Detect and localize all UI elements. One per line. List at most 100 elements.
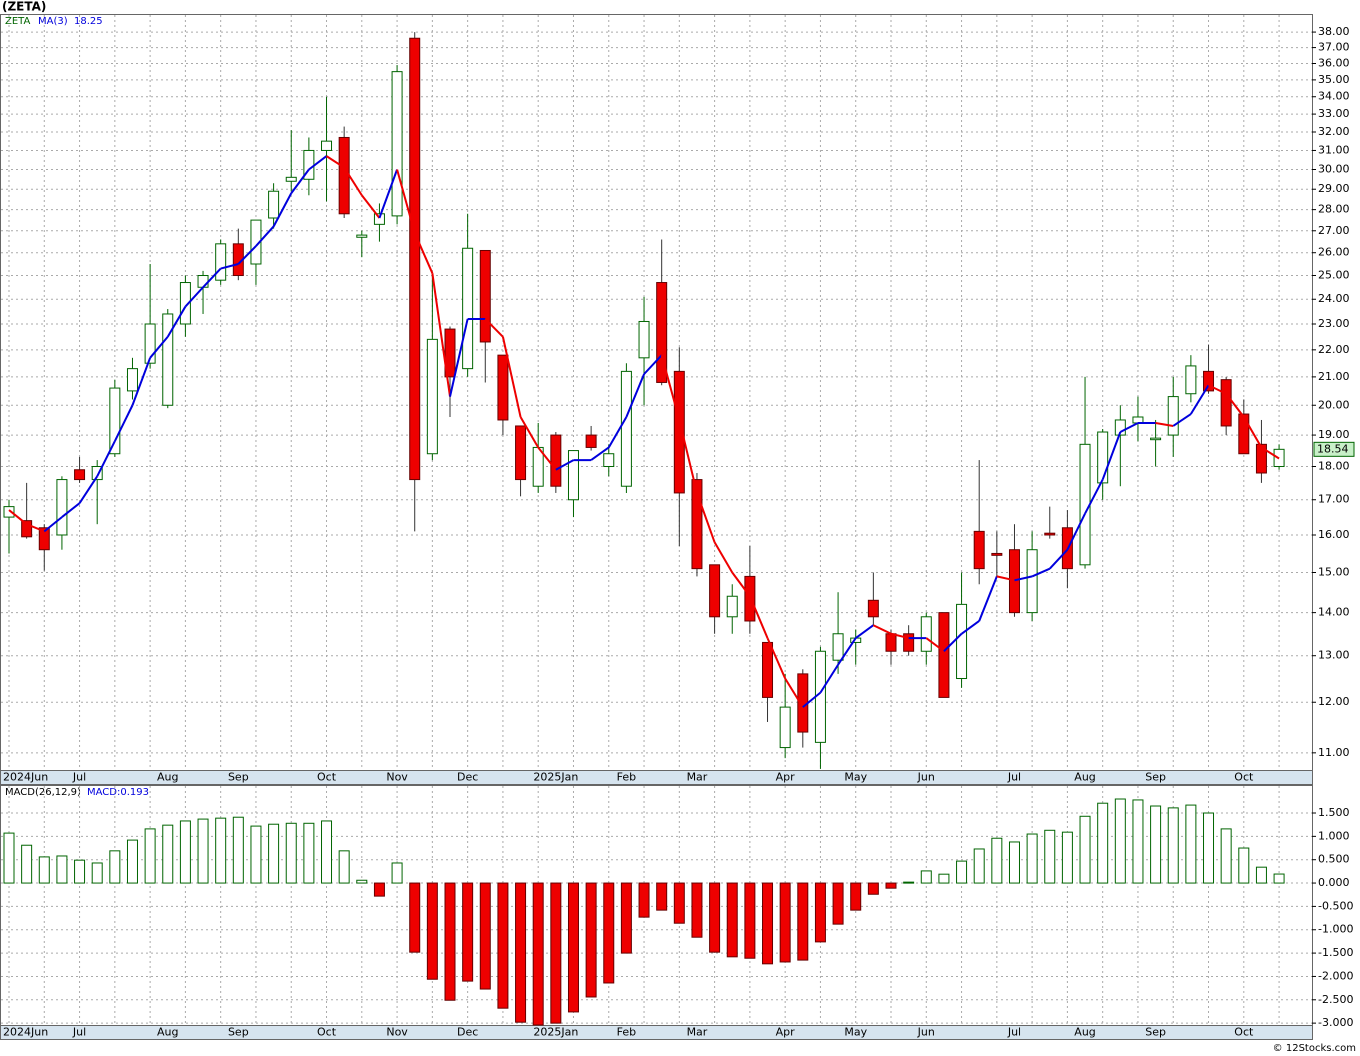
ma-segment [537,446,557,471]
ma-segment [1014,575,1033,582]
candle-body [938,612,950,698]
ma-segment [96,440,116,477]
candle-body [268,190,280,219]
x-tick-label: Jul [72,1026,86,1039]
macd-bar [1132,799,1144,884]
x-tick-label: Jul [1007,1026,1021,1039]
macd-bar [38,856,50,884]
x-tick-label: 2025Jan [533,1026,578,1039]
ma-segment [343,167,363,196]
ma-segment [378,169,399,219]
y-tick-label: 13.00 [1318,649,1350,662]
candle-body [373,213,385,225]
ma-segment [1155,421,1174,427]
ma-segment [855,624,874,639]
ma-segment [1208,384,1227,395]
ma-segment [8,509,28,525]
macd-bar [321,820,333,884]
macd-bar [74,859,86,884]
candle-body [162,313,174,406]
legend-ma-value: 18.25 [74,16,103,27]
y-tick-label: 15.00 [1318,566,1350,579]
macd-bar [1220,828,1232,884]
candle-body [197,275,209,288]
candle-body [691,479,703,570]
candle-body [920,616,932,652]
ma-segment [643,354,663,375]
ma-segment [202,267,222,288]
macd-bar [91,862,103,884]
candle-body [709,564,721,618]
candle-body [567,450,579,501]
macd-bar [620,882,632,954]
y-tick-label: -2.500 [1318,993,1353,1006]
macd-bar [409,882,421,953]
x-tick-label: Nov [386,771,408,784]
candle-body [1167,396,1179,436]
macd-bar [550,882,562,1024]
y-tick-label: 33.00 [1318,107,1350,120]
macd-bar [197,818,209,884]
ma-segment [26,523,45,533]
y-tick-label: -2.000 [1318,969,1353,982]
macd-bar [444,882,456,1001]
candle-body [426,338,438,455]
candle-body [832,633,844,661]
candle-body [1185,365,1197,395]
candle-body [1220,379,1232,427]
ma-segment [449,318,469,397]
macd-bar [567,882,579,1013]
x-tick-label: 2024Jun [3,771,48,784]
candle-body [603,453,615,468]
macd-bar [391,862,403,884]
x-tick-label: Feb [617,771,636,784]
macd-bar [1044,829,1056,884]
x-tick-label: Oct [317,1026,337,1039]
ma-segment [1225,393,1245,418]
x-tick-label: Feb [617,1026,636,1039]
ma-segment [890,632,909,640]
macd-bar [356,879,368,884]
ma-segment [1049,549,1069,570]
y-tick-label: 29.00 [1318,182,1350,195]
candle-body [814,650,826,743]
ma-segment [625,373,645,418]
macd-bar [462,882,474,982]
macd-bar [479,882,491,990]
ma-segment [1031,567,1051,578]
legend-ma: MA(3) [38,16,68,27]
ma-segment [308,155,328,171]
macd-bar [779,882,791,963]
macd-bar [1150,805,1162,884]
macd-bar [1255,866,1267,884]
macd-bar [726,882,738,958]
x-tick-label: Dec [457,1026,478,1039]
x-tick-label: Aug [1074,771,1095,784]
y-tick-label: 37.00 [1318,41,1350,54]
macd-bar [303,822,315,884]
x-tick-label: Apr [776,771,796,784]
candle-body [126,368,138,392]
ma-segment [1172,413,1192,427]
macd-bar [1203,812,1215,884]
macd-bar [109,850,121,884]
macd-bar [832,882,844,925]
candle-body [56,479,68,536]
candle-body [38,527,50,551]
macd-bar [1097,802,1109,884]
y-tick-label: 1.000 [1318,829,1350,842]
ma-segment [396,169,416,234]
x-tick-label: 2025Jan [533,771,578,784]
candle-body [250,219,262,265]
ma-segment [78,475,99,504]
macd-bar [938,873,950,884]
candle-body [903,633,915,652]
ma-segment [113,404,134,442]
macd-bar [1061,831,1073,884]
y-tick-label: 23.00 [1318,317,1350,330]
date-band [0,770,1313,785]
date-band [0,1025,1313,1040]
ma-segment [837,637,857,666]
x-tick-label: Aug [157,1026,178,1039]
